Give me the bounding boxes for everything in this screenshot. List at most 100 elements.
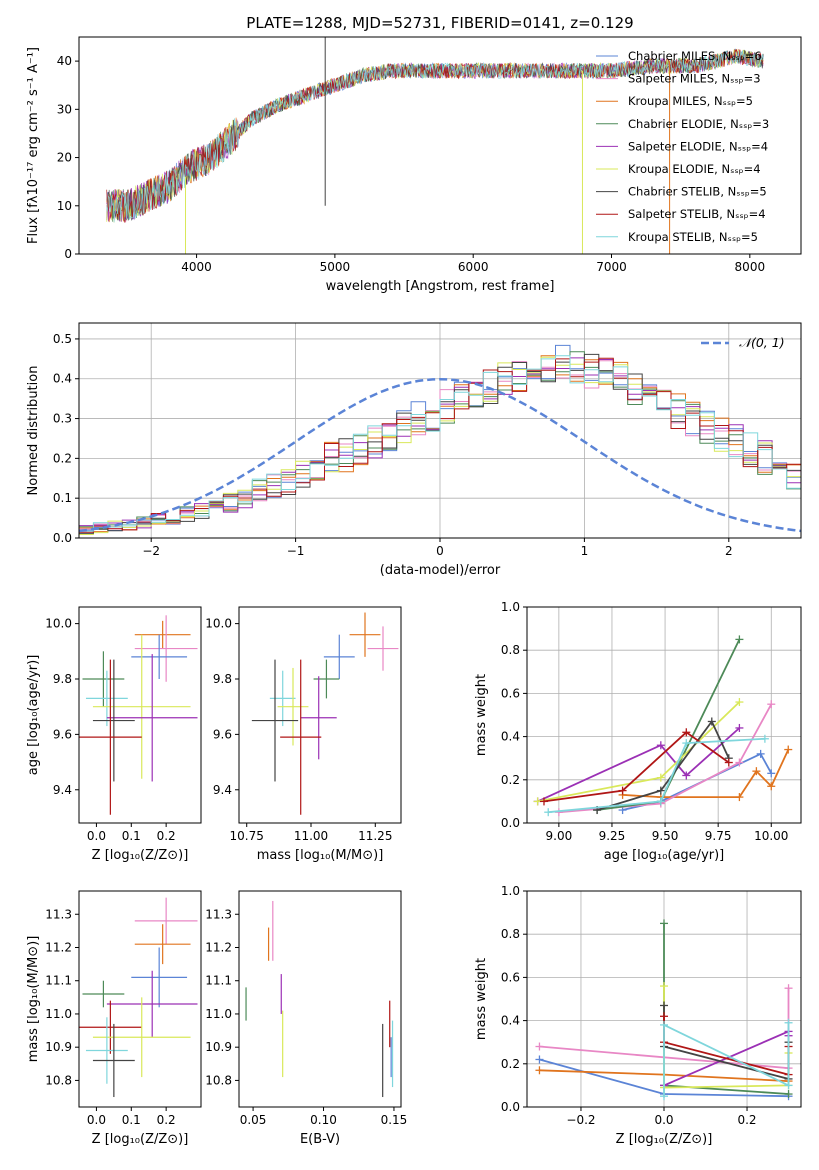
age-vs-mass-panel: 10.75 11.00 11.25 9.4 9.6 9.8 10.0 mass [log₁₀(… (205, 606, 402, 863)
y-tick-label: 0.4 (501, 730, 520, 744)
mass-vs-ebv-panel: 0.05 0.10 0.15 10.8 10.9 11.0 11.1 11.2 11.3 E(B-… (205, 890, 408, 1147)
x-axis-label: Z [log₁₀(Z/Z⊙)] (92, 848, 189, 863)
weight-line (537, 701, 741, 803)
y-tick-label: 0.6 (501, 686, 520, 700)
legend-entry: Chabrier ELODIE, Nₛₛₚ=3 (628, 117, 769, 131)
y-tick-label: 11.1 (205, 974, 232, 988)
massweight-vs-age-panel: 9.00 9.25 9.50 9.75 10.00 0.0 0.2 0.4 0.6 0.8 1.0 a… (474, 600, 802, 863)
axes-frame (238, 890, 402, 1108)
x-tick-label: 11.00 (294, 829, 328, 843)
x-tick-label: 8000 (735, 260, 766, 274)
y-tick-label: 0.5 (53, 332, 72, 346)
x-axis-label: age [log₁₀(age/yr)] (604, 848, 725, 863)
x-tick-label: 0.1 (122, 1113, 141, 1127)
y-tick-label: 0.0 (501, 816, 520, 830)
weight-line (663, 923, 789, 1095)
y-tick-label: 0.6 (501, 970, 520, 984)
histogram-line (79, 355, 801, 532)
x-tick-label: −1 (287, 544, 305, 558)
legend-entry: Kroupa STELIB, Nₛₛₚ=5 (628, 230, 758, 244)
y-tick-label: 9.6 (213, 727, 232, 741)
spectrum-panel: 4000 5000 6000 7000 8000 0 10 20 30 40 wavelength … (26, 36, 802, 294)
spectrum-lines (106, 37, 764, 254)
x-tick-label: 10.00 (754, 829, 788, 843)
y-tick-label: 9.8 (53, 672, 72, 686)
y-tick-label: 0.1 (53, 491, 72, 505)
legend-entry: Kroupa ELODIE, Nₛₛₚ=4 (628, 162, 761, 176)
y-tick-label: 30 (57, 102, 72, 116)
axes-frame (78, 36, 802, 255)
x-tick-label: 9.50 (652, 829, 679, 843)
weight-lines (535, 919, 793, 1101)
x-axis-label: wavelength [Angstrom, rest frame] (326, 279, 555, 294)
x-tick-label: 1 (581, 544, 589, 558)
y-tick-label: 0.2 (501, 1057, 520, 1071)
mass-vs-Z-panel: 0.0 0.1 0.2 10.8 10.9 11.0 11.1 11.2 11.3 Z [log₁… (26, 890, 202, 1147)
legend-entry: Chabrier STELIB, Nₛₛₚ=5 (628, 185, 767, 199)
y-tick-label: 11.0 (205, 1007, 232, 1021)
x-axis-label: Z [log₁₀(Z/Z⊙)] (616, 1132, 713, 1147)
y-tick-label: 0.2 (501, 773, 520, 787)
x-tick-label: 0.1 (122, 829, 141, 843)
y-tick-label: 10.8 (205, 1073, 232, 1087)
x-tick-label: 11.25 (358, 829, 392, 843)
y-tick-label: 40 (57, 54, 72, 68)
y-axis-label: mass weight (474, 958, 489, 1040)
y-axis-label: Flux [fλ10⁻¹⁷ erg cm⁻² s⁻¹ A⁻¹] (26, 47, 41, 244)
y-tick-label: 11.1 (45, 974, 72, 988)
x-axis-label: Z [log₁₀(Z/Z⊙)] (92, 1132, 189, 1147)
weight-lines (533, 635, 793, 817)
age-vs-Z-panel: 0.0 0.1 0.2 9.4 9.6 9.8 10.0 Z [log₁₀(Z/Z⊙)] age… (26, 606, 202, 863)
y-tick-label: 0.4 (53, 372, 72, 386)
y-tick-label: 1.0 (501, 884, 520, 898)
weight-line (537, 727, 741, 803)
x-tick-label: 9.00 (546, 829, 573, 843)
x-tick-label: 7000 (596, 260, 627, 274)
y-axis-label: mass [log₁₀(M/M⊙)] (26, 936, 41, 1063)
y-tick-label: 10.0 (205, 617, 232, 631)
x-tick-label: 0.15 (381, 1113, 408, 1127)
axes-frame (78, 890, 202, 1108)
axes-frame (238, 606, 402, 824)
spectrum-line (106, 50, 764, 223)
errorbar-points (79, 897, 198, 1098)
x-tick-label: −2 (142, 544, 160, 558)
y-axis-label: age [log₁₀(age/yr)] (26, 655, 41, 776)
x-tick-label: −0.2 (566, 1113, 595, 1127)
x-tick-label: 5000 (320, 260, 351, 274)
y-tick-label: 10.0 (45, 617, 72, 631)
weight-line (622, 749, 790, 798)
histogram-lines (79, 344, 801, 535)
weight-line (548, 737, 765, 814)
x-tick-label: 0 (436, 544, 444, 558)
legend-entry: Chabrier MILES, Nₛₛₚ=6 (628, 49, 762, 63)
weight-line (663, 986, 790, 1089)
x-tick-label: 0.10 (310, 1113, 337, 1127)
weight-line (663, 1005, 790, 1081)
x-tick-label: 0.2 (157, 1113, 176, 1127)
x-axis-label: E(B-V) (300, 1132, 340, 1147)
errorbar-points (251, 612, 399, 815)
massweight-vs-Z-panel: −0.2 0.0 0.2 0.0 0.2 0.4 0.6 0.8 1.0 Z [log₁₀(Z/Z… (474, 884, 802, 1147)
charts-layer: 4000 5000 6000 7000 8000010203040wavelength … (26, 36, 802, 1147)
y-tick-label: 9.4 (53, 783, 72, 797)
figure-title: PLATE=1288, MJD=52731, FIBERID=0141, z=0… (246, 14, 633, 32)
x-tick-label: 0.0 (654, 1113, 673, 1127)
y-tick-label: 11.3 (45, 907, 72, 921)
y-axis-label: Normed distribution (26, 366, 41, 496)
y-tick-label: 10.9 (205, 1040, 232, 1054)
x-tick-label: 4000 (181, 260, 212, 274)
y-tick-label: 10.9 (45, 1040, 72, 1054)
x-tick-label: 9.75 (705, 829, 732, 843)
y-tick-label: 11.2 (205, 940, 232, 954)
y-axis-label: mass weight (474, 674, 489, 756)
legend-entry: Salpeter STELIB, Nₛₛₚ=4 (628, 207, 766, 221)
x-tick-label: 0.2 (737, 1113, 756, 1127)
y-tick-label: 10.8 (45, 1073, 72, 1087)
axes-frame (78, 606, 202, 824)
x-tick-label: 0.2 (157, 829, 176, 843)
weight-line (596, 719, 730, 811)
axes-frame (526, 606, 802, 824)
y-tick-label: 10 (57, 199, 72, 213)
